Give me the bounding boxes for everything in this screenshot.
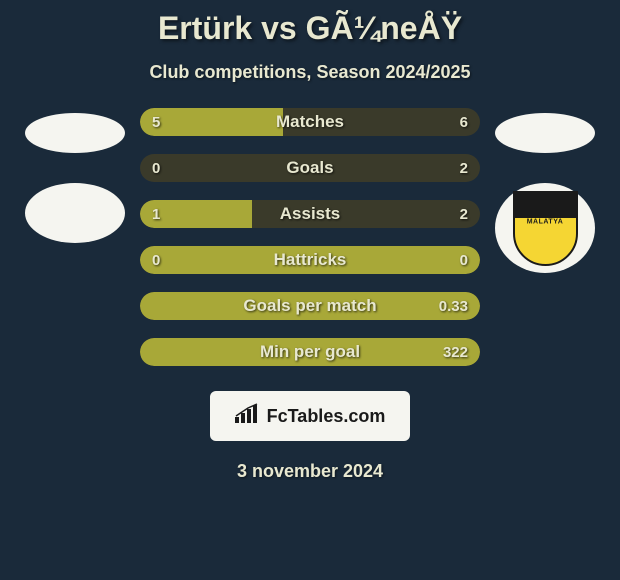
stat-value-right: 322	[443, 344, 468, 361]
stat-value-right: 2	[460, 206, 468, 223]
page-title: Ertürk vs GÃ¼neÅŸ	[0, 10, 620, 47]
infographic-container: Ertürk vs GÃ¼neÅŸ Club competitions, Sea…	[0, 0, 620, 492]
stat-value-right: 0	[460, 252, 468, 269]
stat-value-left: 5	[152, 114, 160, 131]
stat-bar: 0 Hattricks 0	[140, 246, 480, 274]
player-right-avatar	[495, 113, 595, 153]
stat-label: Min per goal	[260, 342, 360, 362]
stat-bar: Goals per match 0.33	[140, 292, 480, 320]
footer-brand: FcTables.com	[210, 391, 410, 441]
stat-value-left: 0	[152, 160, 160, 177]
stat-value-right: 6	[460, 114, 468, 131]
club-name: MALATYA	[527, 219, 564, 226]
stat-value-left: 1	[152, 206, 160, 223]
date-label: 3 november 2024	[0, 461, 620, 482]
stat-label: Goals	[286, 158, 333, 178]
stat-bars: 5 Matches 6 0 Goals 2 1 Assists 2 0 Hattricks 0 Goal…	[140, 108, 480, 366]
stat-bar: 5 Matches 6	[140, 108, 480, 136]
stat-bar: 0 Goals 2	[140, 154, 480, 182]
stat-bar-fill	[140, 108, 283, 136]
club-shield-icon: MALATYA	[513, 191, 578, 266]
stats-area: 5 Matches 6 0 Goals 2 1 Assists 2 0 Hattricks 0 Goal…	[0, 108, 620, 366]
stat-label: Matches	[276, 112, 344, 132]
club-left-placeholder	[25, 183, 125, 243]
stat-bar: Min per goal 322	[140, 338, 480, 366]
stat-label: Hattricks	[274, 250, 347, 270]
footer-brand-text: FcTables.com	[267, 406, 386, 427]
stat-value-right: 2	[460, 160, 468, 177]
stat-bar: 1 Assists 2	[140, 200, 480, 228]
stat-value-right: 0.33	[439, 298, 468, 315]
right-avatar-column: MALATYA	[495, 108, 595, 273]
chart-icon	[235, 403, 259, 429]
stat-label: Goals per match	[243, 296, 376, 316]
left-avatar-column	[25, 108, 125, 243]
player-left-avatar	[25, 113, 125, 153]
stat-value-left: 0	[152, 252, 160, 269]
stat-label: Assists	[280, 204, 340, 224]
club-right-logo: MALATYA	[495, 183, 595, 273]
subtitle: Club competitions, Season 2024/2025	[0, 62, 620, 83]
